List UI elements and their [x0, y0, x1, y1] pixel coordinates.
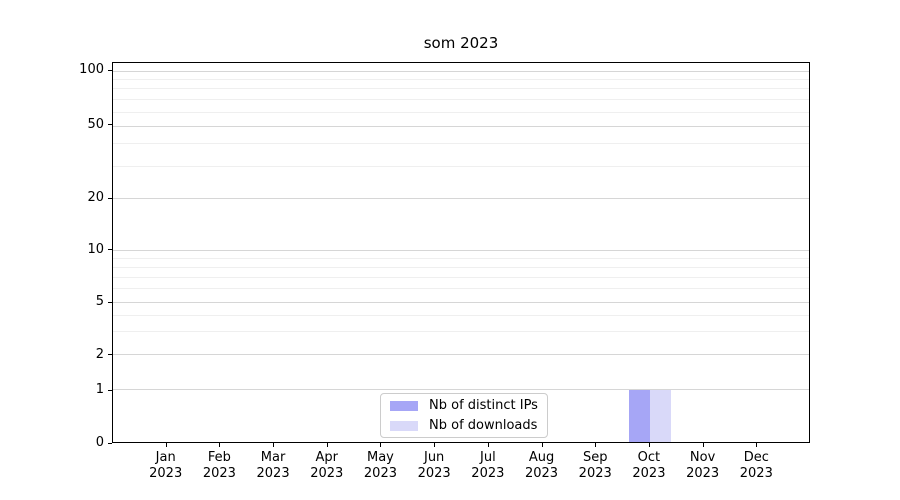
y-gridline-major	[113, 70, 809, 72]
x-tick-mark	[756, 443, 758, 447]
y-gridline-minor	[113, 143, 809, 145]
legend-swatch-icon	[390, 420, 418, 431]
x-tick-mark	[273, 443, 275, 447]
legend-row: Nb of downloads	[381, 417, 547, 434]
x-tick-mark	[219, 443, 221, 447]
y-tick-mark	[108, 124, 112, 126]
y-gridline-major	[113, 125, 809, 127]
y-tick-mark	[108, 249, 112, 251]
x-tick-mark	[595, 443, 597, 447]
x-tick-label: Mar 2023	[256, 450, 290, 481]
legend: Nb of distinct IPs Nb of downloads	[380, 393, 548, 438]
x-tick-mark	[541, 443, 543, 447]
x-tick-label: Jul 2023	[471, 450, 505, 481]
x-tick-label: Sep 2023	[578, 450, 612, 481]
y-gridline-minor	[113, 257, 809, 259]
y-tick-mark	[108, 354, 112, 356]
x-tick-mark	[702, 443, 704, 447]
y-gridline-major	[113, 249, 809, 251]
y-gridline-minor	[113, 276, 809, 278]
x-tick-label: Aug 2023	[524, 450, 559, 481]
y-tick-label: 100	[79, 62, 104, 77]
y-tick-label: 50	[87, 116, 104, 132]
y-gridline-minor	[113, 79, 809, 81]
y-tick-mark	[108, 301, 112, 303]
y-gridline-major	[113, 389, 809, 391]
chart-title: som 2023	[423, 34, 499, 52]
x-tick-label: Apr 2023	[310, 450, 344, 481]
x-tick-label: Nov 2023	[686, 450, 720, 481]
y-tick-label: 0	[95, 435, 104, 450]
y-tick-label: 10	[87, 241, 104, 257]
y-gridline-major	[113, 198, 809, 200]
x-tick-mark	[648, 443, 650, 447]
y-tick-label: 2	[95, 346, 104, 362]
plot-area: Nb of distinct IPs Nb of downloads	[112, 62, 810, 443]
x-tick-mark	[434, 443, 436, 447]
y-gridline-minor	[113, 314, 809, 316]
y-gridline-minor	[113, 99, 809, 100]
x-tick-mark	[326, 443, 328, 447]
x-tick-label: May 2023	[363, 450, 397, 481]
x-tick-mark	[165, 443, 167, 447]
y-tick-label: 20	[87, 190, 104, 206]
y-tick-mark	[108, 69, 112, 71]
y-tick-label: 1	[95, 382, 104, 398]
y-gridline-major	[113, 301, 809, 303]
y-gridline-minor	[113, 331, 809, 333]
y-gridline-minor	[113, 166, 809, 168]
y-gridline-minor	[113, 88, 809, 90]
x-tick-label: Oct 2023	[632, 450, 666, 481]
x-tick-label: Feb 2023	[202, 450, 236, 481]
bar-distinct-ips	[628, 390, 650, 442]
bar-downloads	[649, 390, 671, 442]
y-tick-mark	[108, 389, 112, 391]
legend-swatch-icon	[390, 400, 418, 411]
legend-label: Nb of distinct IPs	[429, 398, 538, 413]
y-tick-mark	[108, 197, 112, 199]
y-tick-label: 5	[95, 294, 104, 310]
y-gridline-major	[113, 354, 809, 356]
legend-row: Nb of distinct IPs	[381, 397, 547, 414]
y-gridline-minor	[113, 266, 809, 268]
x-tick-label: Jun 2023	[417, 450, 451, 481]
x-tick-mark	[487, 443, 489, 447]
y-tick-mark	[108, 442, 112, 444]
legend-label: Nb of downloads	[429, 418, 538, 433]
x-tick-label: Jan 2023	[149, 450, 183, 481]
y-gridline-minor	[113, 288, 809, 290]
x-tick-label: Dec 2023	[739, 450, 773, 481]
y-gridline-minor	[113, 111, 809, 113]
x-tick-mark	[380, 443, 382, 447]
